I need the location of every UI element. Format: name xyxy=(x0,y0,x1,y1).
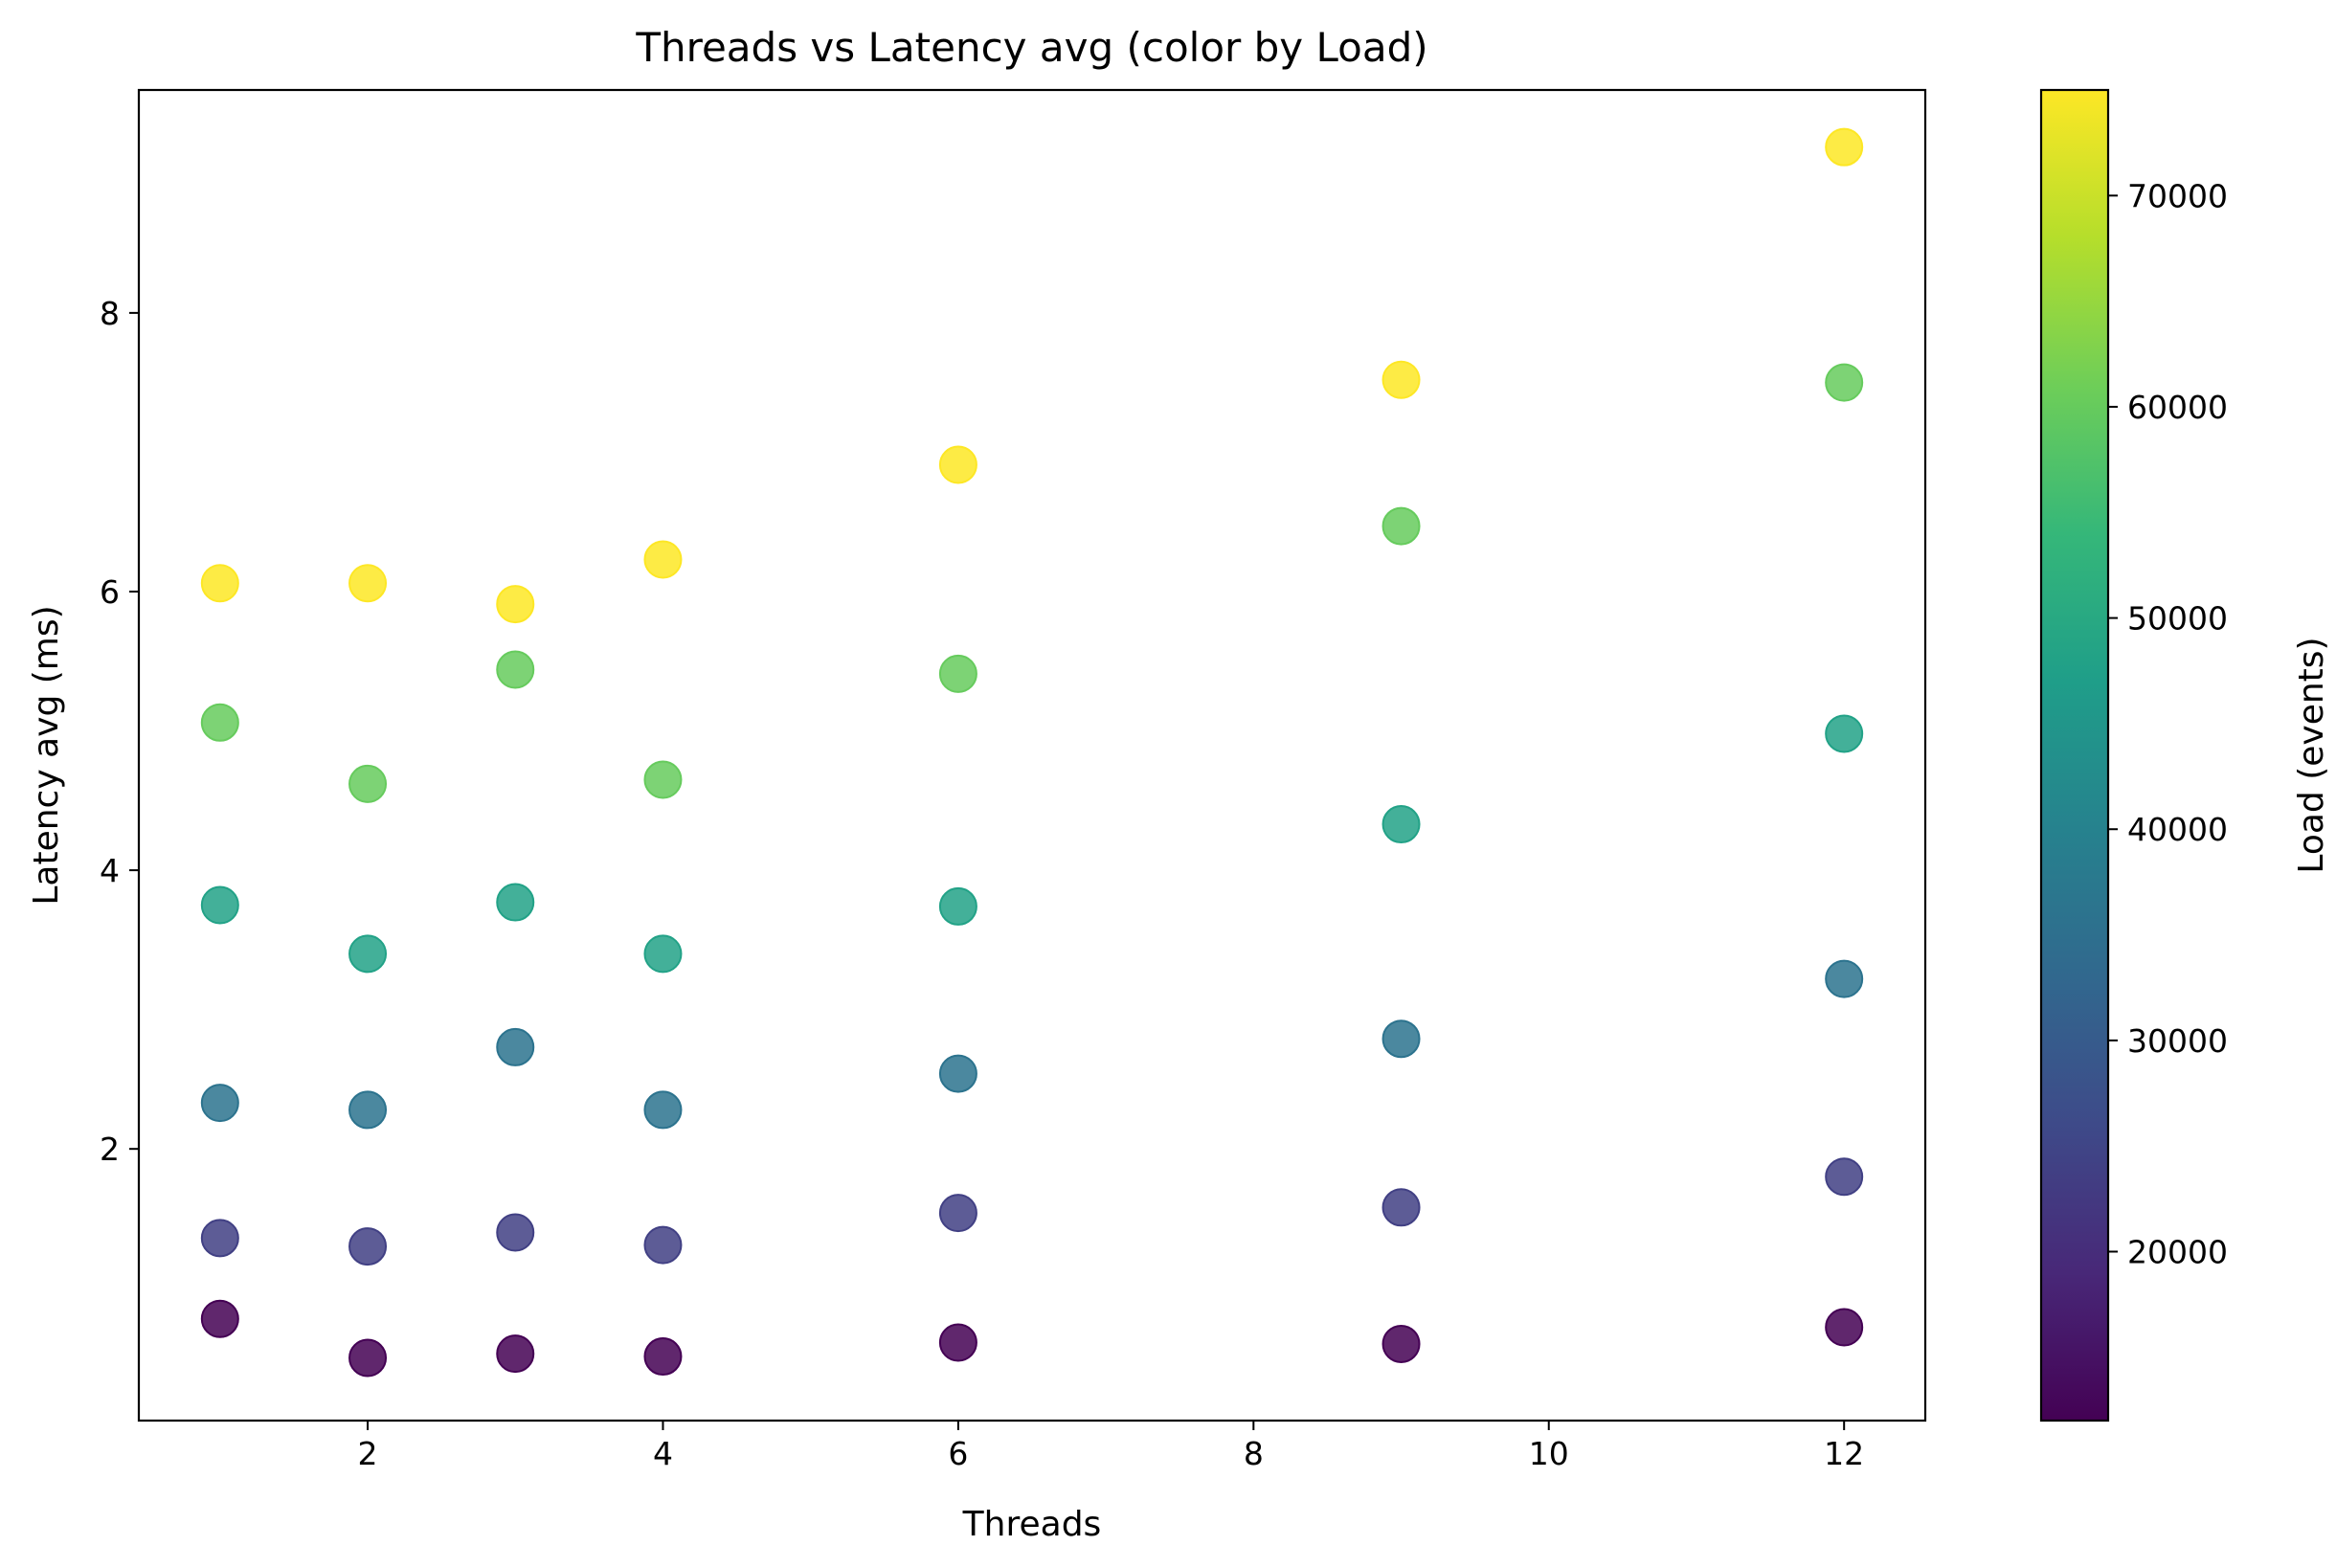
data-points xyxy=(200,127,1864,1378)
y-tick-label: 4 xyxy=(100,852,120,889)
data-point xyxy=(348,934,388,974)
data-point xyxy=(1825,714,1864,753)
colorbar xyxy=(2039,88,2110,1422)
data-point xyxy=(496,650,535,689)
colorbar-tick-label: 70000 xyxy=(2127,177,2228,214)
x-tick-label: 10 xyxy=(1529,1435,1569,1472)
data-point xyxy=(1825,1157,1864,1197)
data-point xyxy=(1381,1324,1421,1363)
plot-frame xyxy=(137,88,1927,1422)
data-point xyxy=(200,703,239,742)
data-point xyxy=(496,585,535,624)
colorbar-tick-label: 40000 xyxy=(2127,811,2228,848)
data-point xyxy=(1825,127,1864,167)
colorbar-ticks: 20000 30000 40000 50000 60000 70000 xyxy=(2108,177,2228,1270)
data-point xyxy=(643,1225,683,1265)
data-point xyxy=(348,564,388,603)
data-point xyxy=(1381,805,1421,844)
data-point xyxy=(938,1054,977,1093)
colorbar-tick-label: 50000 xyxy=(2127,600,2228,638)
data-point xyxy=(200,564,239,603)
data-point xyxy=(938,886,977,926)
data-point xyxy=(496,1027,535,1066)
data-point xyxy=(938,445,977,484)
y-tick-label: 2 xyxy=(100,1131,120,1168)
y-axis-ticks: 2 4 6 8 xyxy=(100,295,139,1168)
data-point xyxy=(200,1084,239,1123)
data-point xyxy=(1825,959,1864,998)
data-point xyxy=(1825,363,1864,402)
y-tick-label: 8 xyxy=(100,295,120,332)
data-point xyxy=(200,885,239,925)
chart-title: Threads vs Latency avg (color by Load) xyxy=(635,24,1427,71)
colorbar-tick-label: 60000 xyxy=(2127,389,2228,426)
data-point xyxy=(938,1194,977,1233)
colorbar-tick-label: 20000 xyxy=(2127,1233,2228,1270)
data-point xyxy=(200,1219,239,1258)
y-axis-label: Latency avg (ms) xyxy=(27,605,66,905)
data-point xyxy=(643,760,683,799)
y-tick-label: 6 xyxy=(100,573,120,611)
x-tick-label: 4 xyxy=(653,1435,673,1472)
data-point xyxy=(643,1337,683,1377)
data-point xyxy=(496,1334,535,1374)
data-point xyxy=(643,934,683,974)
data-point xyxy=(1381,506,1421,546)
x-tick-label: 2 xyxy=(358,1435,378,1472)
data-point xyxy=(348,1338,388,1378)
data-point xyxy=(938,1323,977,1362)
x-tick-label: 6 xyxy=(948,1435,968,1472)
data-point xyxy=(348,764,388,803)
x-tick-label: 12 xyxy=(1824,1435,1864,1472)
data-point xyxy=(348,1227,388,1266)
data-point xyxy=(938,654,977,693)
data-point xyxy=(1381,360,1421,399)
data-point xyxy=(1381,1019,1421,1059)
data-point xyxy=(1825,1308,1864,1347)
data-point xyxy=(643,540,683,579)
data-point xyxy=(348,1090,388,1130)
colorbar-tick-label: 30000 xyxy=(2127,1022,2228,1060)
data-point xyxy=(496,883,535,922)
colorbar-label: Load (events) xyxy=(2292,637,2331,873)
x-axis-ticks: 2 4 6 8 10 12 xyxy=(358,1421,1864,1472)
data-point xyxy=(200,1299,239,1338)
x-tick-label: 8 xyxy=(1244,1435,1264,1472)
x-axis-label: Threads xyxy=(962,1505,1102,1544)
data-point xyxy=(496,1213,535,1252)
data-point xyxy=(1381,1188,1421,1227)
data-point xyxy=(643,1090,683,1130)
